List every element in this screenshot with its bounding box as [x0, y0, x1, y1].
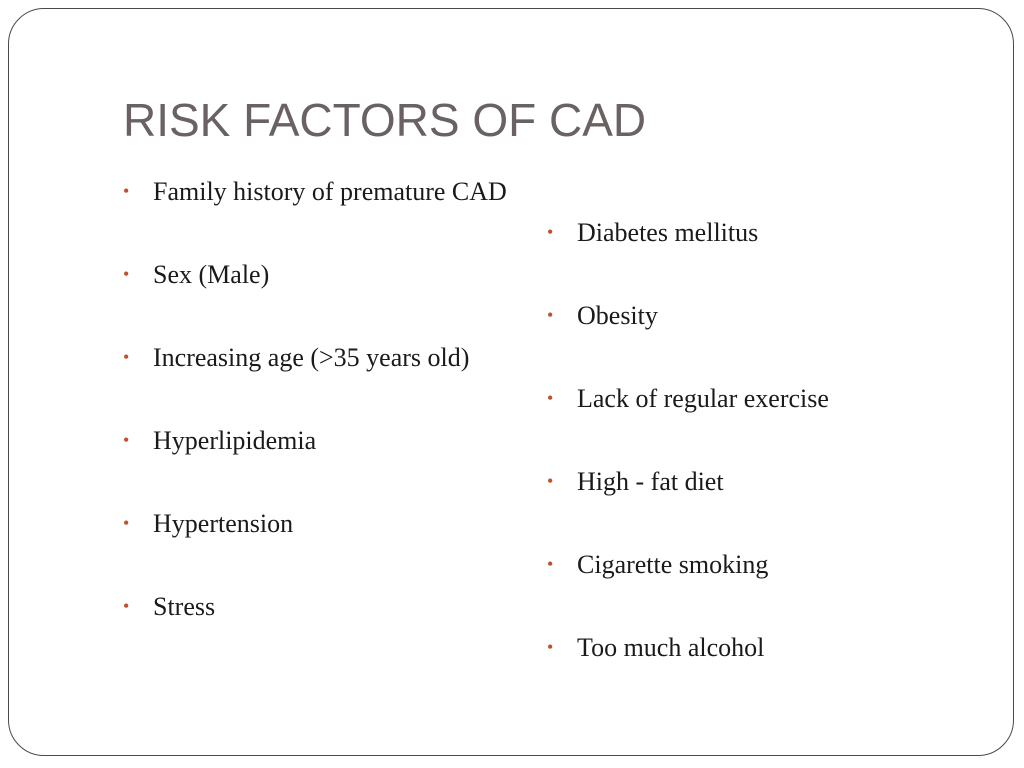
list-item: • Hyperlipidemia — [121, 425, 541, 456]
list-item: • Diabetes mellitus — [545, 217, 965, 248]
bullet-icon: • — [123, 264, 130, 284]
left-bullet-list: • Family history of premature CAD • Sex … — [121, 176, 541, 674]
list-item: • High - fat diet — [545, 466, 965, 497]
bullet-text: Too much alcohol — [577, 633, 765, 662]
list-item: • Stress — [121, 591, 541, 622]
list-item: • Obesity — [545, 300, 965, 331]
list-item: • Cigarette smoking — [545, 549, 965, 580]
bullet-text: Obesity — [577, 301, 658, 330]
bullet-text: Cigarette smoking — [577, 550, 769, 579]
slide-frame: RISK FACTORS OF CAD • Family history of … — [8, 8, 1014, 756]
list-item: • Sex (Male) — [121, 259, 541, 290]
bullet-icon: • — [547, 471, 554, 491]
bullet-icon: • — [123, 430, 130, 450]
bullet-text: Hyperlipidemia — [153, 426, 317, 455]
right-bullet-list: • Diabetes mellitus • Obesity • Lack of … — [545, 217, 965, 715]
bullet-icon: • — [123, 596, 130, 616]
bullet-text: Sex (Male) — [153, 260, 270, 289]
bullet-icon: • — [547, 554, 554, 574]
bullet-text: Hypertension — [153, 509, 294, 538]
bullet-icon: • — [547, 222, 554, 242]
bullet-icon: • — [547, 637, 554, 657]
bullet-text: Family history of premature CAD — [153, 177, 507, 206]
bullet-text: Increasing age (>35 years old) — [153, 343, 470, 372]
bullet-icon: • — [547, 388, 554, 408]
list-item: • Increasing age (>35 years old) — [121, 342, 541, 373]
bullet-icon: • — [123, 181, 130, 201]
bullet-icon: • — [547, 305, 554, 325]
list-item: • Hypertension — [121, 508, 541, 539]
bullet-text: Lack of regular exercise — [577, 384, 829, 413]
slide-title: RISK FACTORS OF CAD — [123, 94, 647, 146]
bullet-text: High - fat diet — [577, 467, 724, 496]
list-item: • Family history of premature CAD — [121, 176, 541, 207]
list-item: • Lack of regular exercise — [545, 383, 965, 414]
bullet-icon: • — [123, 347, 130, 367]
list-item: • Too much alcohol — [545, 632, 965, 663]
bullet-icon: • — [123, 513, 130, 533]
bullet-text: Stress — [153, 592, 216, 621]
bullet-text: Diabetes mellitus — [577, 218, 759, 247]
